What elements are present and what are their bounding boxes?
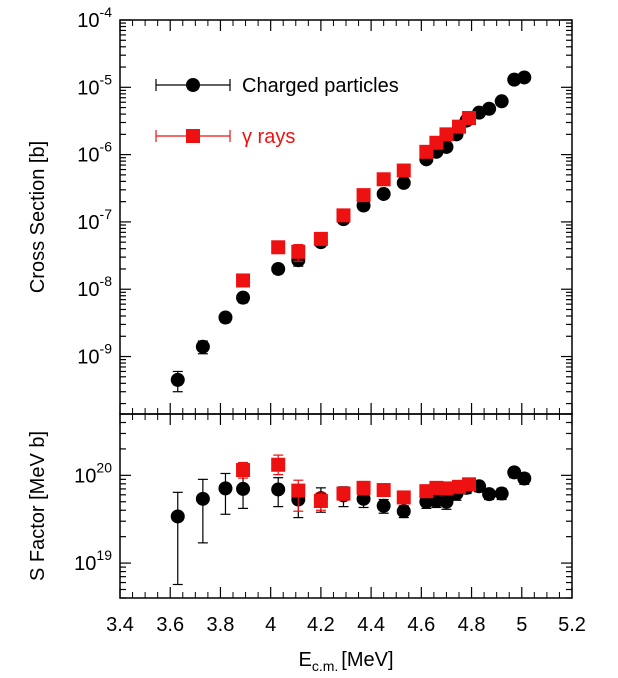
- charged-particle-point: [439, 494, 454, 509]
- gamma-ray-point: [271, 457, 286, 472]
- gamma-ray-point: [462, 110, 477, 125]
- x-tick-label: 4.6: [407, 614, 435, 636]
- x-axis-label: Ec.m. [MeV]: [298, 649, 393, 674]
- charged-particle-point: [236, 290, 251, 305]
- y-tick-label: 10-4: [77, 4, 112, 32]
- bottom-panel-ticks: [119, 413, 573, 599]
- x-tick-label: 5.2: [558, 614, 586, 636]
- gamma-ray-point: [376, 483, 391, 498]
- legend-charged-label: Charged particles: [242, 75, 399, 97]
- charged-particle-point: [195, 491, 210, 506]
- x-tick-label: 5: [516, 614, 527, 636]
- gamma-ray-point: [236, 273, 251, 288]
- bottom-panel-data-points: [170, 454, 532, 586]
- legend-item-gamma-rays: γ rays: [155, 126, 295, 148]
- y-tick-label: 10-9: [77, 341, 112, 369]
- x-tick-label: 4: [265, 614, 276, 636]
- gamma-ray-point: [356, 480, 371, 495]
- top-panel-y-axis-label: Cross Section [b]: [27, 141, 49, 293]
- bottom-panel-frame: [119, 413, 573, 599]
- x-tick-label: 4.8: [458, 614, 486, 636]
- x-axis-label-main: E: [298, 649, 311, 671]
- x-tick-label: 3.4: [106, 614, 134, 636]
- top-panel-y-tick-labels: 10-9 10-8 10-7 10-6 10-5 10-4: [77, 4, 112, 369]
- gamma-ray-point: [439, 127, 454, 142]
- top-panel-data-points: [170, 70, 532, 393]
- gamma-ray-point: [336, 208, 351, 223]
- x-axis-label-sub: c.m.: [312, 658, 338, 674]
- charged-particle-point: [376, 186, 391, 201]
- legend-gamma-marker: [186, 129, 200, 143]
- x-tick-label: 3.6: [156, 614, 184, 636]
- gamma-ray-point: [271, 240, 286, 255]
- bottom-panel-y-tick-labels: 1019 1020: [74, 459, 112, 575]
- x-tick-label: 4.2: [307, 614, 335, 636]
- charged-particle-point: [195, 339, 210, 354]
- gamma-ray-point: [439, 481, 454, 496]
- y-tick-label: 10-5: [77, 71, 112, 99]
- x-tick-label: 3.8: [207, 614, 235, 636]
- charged-particle-point: [494, 486, 509, 501]
- gamma-ray-point: [291, 483, 306, 498]
- legend-item-charged-particles: Charged particles: [155, 75, 399, 97]
- gamma-ray-point: [356, 188, 371, 203]
- charged-particle-point: [517, 471, 532, 486]
- top-panel-ticks: [119, 19, 573, 414]
- charged-particle-point: [482, 487, 497, 502]
- charged-particle-point: [419, 494, 434, 509]
- charged-particle-point: [218, 310, 233, 325]
- charged-particle-point: [271, 482, 286, 497]
- bottom-panel: 1019 1020 3.4 3.6 3.8 4 4.2 4.4 4.6 4.8 5 5.2 S Fa…: [27, 413, 586, 674]
- gamma-ray-point: [313, 231, 328, 246]
- x-tick-label: 4.4: [357, 614, 385, 636]
- charged-particle-point: [170, 372, 185, 387]
- charged-particle-point: [507, 465, 522, 480]
- top-panel: 10-9 10-8 10-7 10-6 10-5 10-4 Charged particl…: [27, 4, 573, 415]
- gamma-ray-point: [236, 463, 251, 478]
- y-tick-label: 10-6: [77, 139, 112, 167]
- charged-particle-point: [236, 481, 251, 496]
- legend: Charged particles γ rays: [155, 75, 399, 148]
- charged-particle-point: [396, 504, 411, 519]
- y-tick-label: 1020: [74, 459, 112, 487]
- charged-particle-point: [271, 261, 286, 276]
- gamma-ray-point: [396, 163, 411, 178]
- gamma-ray-point: [462, 477, 477, 492]
- charged-particle-point: [218, 481, 233, 496]
- charged-particle-point: [376, 498, 391, 513]
- y-tick-label: 10-8: [77, 273, 112, 301]
- bottom-panel-y-axis-label: S Factor [MeV b]: [27, 431, 49, 581]
- x-tick-labels: 3.4 3.6 3.8 4 4.2 4.4 4.6 4.8 5 5.2: [106, 614, 586, 636]
- y-tick-label: 10-7: [77, 206, 112, 234]
- charged-particle-point: [494, 94, 509, 109]
- gamma-ray-point: [291, 244, 306, 259]
- charged-particle-point: [482, 101, 497, 116]
- charged-particle-point: [517, 70, 532, 85]
- gamma-ray-point: [336, 486, 351, 501]
- legend-gamma-label: γ rays: [242, 126, 295, 148]
- x-axis-label-unit: [MeV]: [341, 649, 393, 671]
- charged-particle-point: [396, 175, 411, 190]
- legend-charged-marker: [186, 78, 200, 92]
- gamma-ray-point: [313, 493, 328, 508]
- charged-particle-point: [170, 509, 185, 524]
- gamma-ray-point: [376, 172, 391, 187]
- y-tick-label: 1019: [74, 547, 112, 575]
- gamma-ray-point: [396, 490, 411, 505]
